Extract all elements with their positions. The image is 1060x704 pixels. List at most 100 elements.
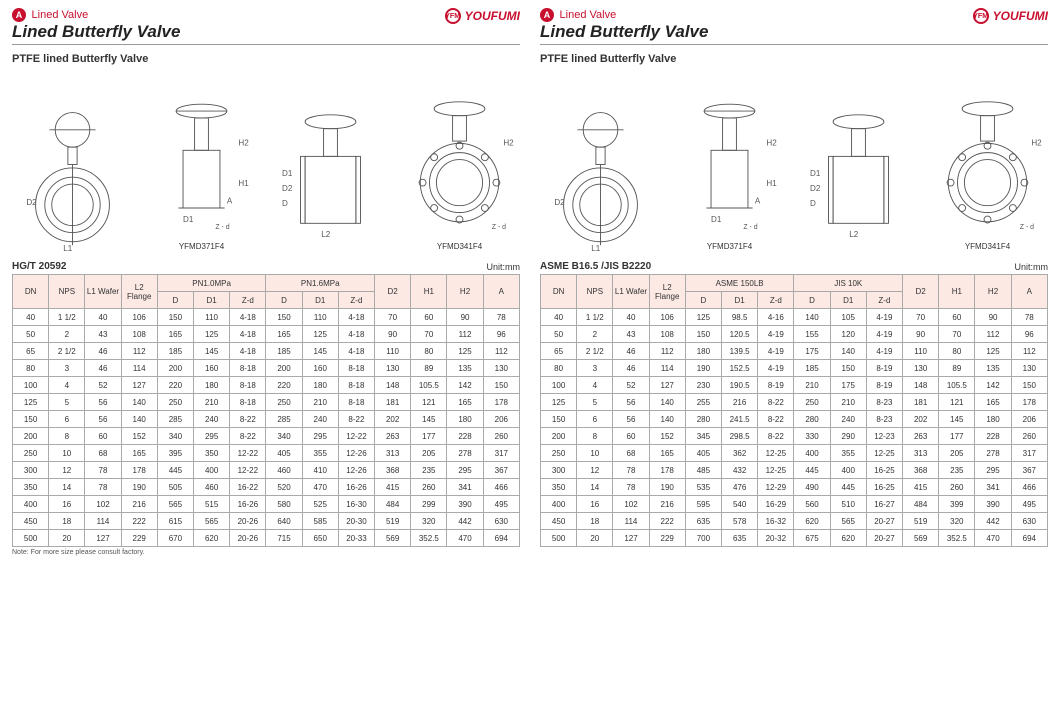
cell: 112: [975, 326, 1011, 343]
cell: 65: [13, 343, 49, 360]
cell: 165: [266, 326, 302, 343]
cell: 345: [685, 428, 721, 445]
cell: 5: [49, 394, 85, 411]
cell: 367: [483, 462, 519, 479]
cell: 120: [830, 326, 866, 343]
right-page: A Lined Valve Lined Butterfly Valve YFM …: [540, 8, 1048, 696]
col-nps: NPS: [49, 275, 85, 309]
cell: 466: [1011, 479, 1047, 496]
cell: 165: [121, 445, 157, 462]
cell: 405: [266, 445, 302, 462]
cell: 250: [13, 445, 49, 462]
col-group1: ASME 150LB: [685, 275, 794, 292]
cell: 4-19: [866, 343, 902, 360]
valve-flange-side-icon: H2 Z - d: [927, 88, 1048, 238]
col-dn: DN: [541, 275, 577, 309]
svg-text:H1: H1: [766, 179, 777, 188]
cell: 263: [903, 428, 939, 445]
cell: 78: [85, 462, 121, 479]
cell: 56: [613, 411, 649, 428]
cell: 450: [541, 513, 577, 530]
cell: 715: [266, 530, 302, 547]
cell: 110: [903, 343, 939, 360]
cell: 290: [830, 428, 866, 445]
cell: 6: [49, 411, 85, 428]
cell: 114: [649, 360, 685, 377]
cell: 114: [121, 360, 157, 377]
cell: 16-25: [866, 462, 902, 479]
svg-text:H1: H1: [238, 179, 249, 188]
col-d1-2: D1: [830, 292, 866, 309]
cell: 150: [541, 411, 577, 428]
valve-front-icon: D2 L1: [540, 101, 661, 251]
cell: 300: [13, 462, 49, 479]
cell: 260: [1011, 428, 1047, 445]
col-group1: PN1.0MPa: [157, 275, 266, 292]
model-label-2: YFMD341F4: [965, 242, 1010, 251]
cell: 185: [157, 343, 193, 360]
cell: 175: [794, 343, 830, 360]
cell: 8-19: [758, 377, 794, 394]
cell: 260: [939, 479, 975, 496]
cell: 20-26: [230, 513, 266, 530]
cell: 4-19: [758, 326, 794, 343]
cell: 20-27: [866, 530, 902, 547]
cell: 142: [975, 377, 1011, 394]
cell: 127: [613, 530, 649, 547]
cell: 405: [685, 445, 721, 462]
cell: 445: [830, 479, 866, 496]
table-row: 5002012722967062020-2671565020-33569352.…: [13, 530, 520, 547]
cell: 368: [903, 462, 939, 479]
cell: 500: [541, 530, 577, 547]
cell: 110: [375, 343, 411, 360]
cell: 615: [157, 513, 193, 530]
brand-badge: A: [12, 8, 26, 22]
page-header: A Lined Valve Lined Butterfly Valve YFM …: [540, 8, 1048, 45]
cell: 4-18: [338, 343, 374, 360]
cell: 415: [903, 479, 939, 496]
cell: 390: [447, 496, 483, 513]
cell: 18: [577, 513, 613, 530]
cell: 96: [1011, 326, 1047, 343]
cell: 105.5: [411, 377, 447, 394]
cell: 442: [447, 513, 483, 530]
cell: 150: [830, 360, 866, 377]
cell: 2 1/2: [49, 343, 85, 360]
cell: 140: [121, 411, 157, 428]
cell: 178: [1011, 394, 1047, 411]
cell: 484: [903, 496, 939, 513]
cell: 130: [483, 360, 519, 377]
drawing-4: H2 Z - d YFMD341F4: [927, 71, 1048, 251]
cell: 12-26: [338, 462, 374, 479]
cell: 98.5: [722, 309, 758, 326]
cell: 235: [939, 462, 975, 479]
cell: 4: [577, 377, 613, 394]
cell: 250: [541, 445, 577, 462]
table-row: 4001610221659554016-2956051016-274843993…: [541, 496, 1048, 513]
col-d-2: D: [266, 292, 302, 309]
cell: 80: [411, 343, 447, 360]
cell: 460: [194, 479, 230, 496]
svg-text:D1: D1: [282, 169, 293, 178]
cell: 240: [302, 411, 338, 428]
col-d1-2: D1: [302, 292, 338, 309]
cell: 60: [411, 309, 447, 326]
cell: 295: [975, 462, 1011, 479]
cell: 8-18: [230, 394, 266, 411]
cell: 130: [375, 360, 411, 377]
cell: 525: [302, 496, 338, 513]
cell: 89: [939, 360, 975, 377]
cell: 68: [85, 445, 121, 462]
cell: 313: [903, 445, 939, 462]
cell: 295: [194, 428, 230, 445]
svg-text:D1: D1: [810, 169, 821, 178]
drawing-3: D1 D2 D L2: [798, 71, 919, 251]
cell: 470: [302, 479, 338, 496]
table-row: 2008601523402958-2234029512-222631772282…: [13, 428, 520, 445]
cell: 368: [375, 462, 411, 479]
cell: 12-26: [338, 445, 374, 462]
svg-text:A: A: [227, 196, 233, 205]
cell: 121: [411, 394, 447, 411]
col-d-2: D: [794, 292, 830, 309]
standard-row: ASME B16.5 /JIS B2220 Unit:mm: [540, 261, 1048, 272]
